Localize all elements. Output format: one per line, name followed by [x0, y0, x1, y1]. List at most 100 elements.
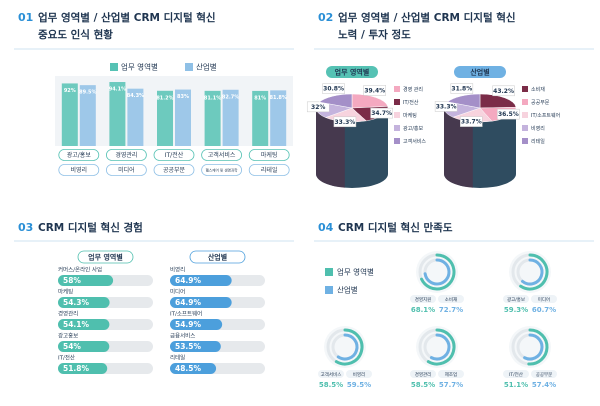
- bar-value-label: 81.2%: [156, 95, 173, 101]
- category-label: 마케팅: [261, 151, 278, 159]
- cylinder-shade: [443, 108, 473, 188]
- bar: [170, 275, 232, 286]
- ring-arc: [334, 328, 364, 366]
- bar-value-label: 54.3%: [63, 298, 90, 307]
- category-label: 경영지원: [415, 296, 432, 303]
- bar: [252, 90, 269, 146]
- category-pill: [438, 370, 464, 378]
- bar-value-label: 64.9%: [175, 298, 202, 307]
- category-label: 미디어: [118, 166, 135, 174]
- bar: [170, 297, 232, 308]
- ring-value-label: 59.5%: [347, 381, 371, 389]
- pie-value-label: 33.3%: [436, 103, 457, 110]
- legend-label: 경영 관리: [403, 86, 423, 93]
- category-pill: [410, 370, 436, 378]
- bar: [127, 88, 144, 146]
- bar: [170, 341, 221, 352]
- bar: [270, 90, 287, 146]
- row-label: 커머스/온라인 사업: [58, 266, 102, 274]
- section-number: 01: [18, 11, 33, 24]
- bar-value-label: 81%: [254, 95, 266, 101]
- row-label: 마케팅: [58, 288, 73, 296]
- row-label: IT/전산: [58, 354, 75, 362]
- legend-swatch: [394, 138, 400, 144]
- legend-swatch: [522, 86, 528, 92]
- pie-slice: [318, 93, 353, 109]
- category-pill: [503, 295, 529, 303]
- category-label: 제조업: [445, 371, 457, 378]
- category-label: 광고/홍보: [507, 296, 525, 303]
- row-label: 광고홍보: [58, 332, 78, 340]
- bar: [109, 82, 126, 146]
- legend-label: 산업별: [196, 62, 217, 72]
- bar: [79, 85, 96, 146]
- ring-value-label: 72.7%: [439, 306, 463, 314]
- ring-bg: [416, 251, 458, 293]
- ring-value-label: 51.1%: [504, 381, 528, 389]
- ring-value-label: 68.1%: [411, 306, 435, 314]
- bar-value-label: 81.1%: [204, 95, 221, 101]
- category-pill: [201, 164, 243, 176]
- category-label: 공공부문: [163, 167, 186, 174]
- category-pill: [346, 370, 372, 378]
- ring-value-label: 57.7%: [439, 381, 463, 389]
- column-title: 산업별: [208, 253, 227, 262]
- bar: [58, 341, 110, 352]
- section-title: 업무 영역별 / 산업별 CRM 디지털 혁신: [38, 11, 216, 24]
- section-number: 02: [318, 11, 333, 24]
- legend-label: 리테일: [531, 138, 545, 145]
- pie-value-label: 43.2%: [493, 88, 514, 95]
- ring-arc: [521, 258, 544, 286]
- ring-arc: [420, 253, 456, 291]
- bar-value-label: 83%: [177, 94, 189, 100]
- bar: [61, 83, 78, 146]
- row-label: 금융서비스: [170, 332, 195, 340]
- category-label: 경영관리: [115, 151, 137, 159]
- row-label: IT/소프트웨어: [170, 310, 202, 318]
- bar-value-label: 51.8%: [63, 364, 90, 373]
- bar: [157, 90, 173, 146]
- legend-swatch: [110, 63, 118, 71]
- section-subtitle: 중요도 인식 현황: [38, 28, 113, 41]
- category-label: 비영리: [71, 166, 88, 174]
- bar: [58, 363, 108, 374]
- bar: [170, 363, 217, 374]
- column-pill: [77, 250, 134, 264]
- legend-swatch: [185, 63, 193, 71]
- bar-value-label: 89.5%: [79, 90, 96, 96]
- bar: [175, 89, 191, 146]
- legend-label: 소비재: [531, 86, 545, 93]
- category-label: 고객서비스: [208, 151, 236, 159]
- section-number: 04: [318, 221, 334, 234]
- pie-value-label: 31.8%: [451, 86, 472, 93]
- value-box: [306, 101, 330, 113]
- category-label: 고객서비스: [321, 371, 342, 378]
- value-box: [450, 83, 474, 94]
- legend-label: 업무 영역별: [337, 267, 374, 277]
- category-label: 미디어: [538, 296, 550, 303]
- category-label: 경영관리: [415, 371, 432, 378]
- section-title: 업무 영역별 / 산업별 CRM 디지털 혁신: [338, 11, 516, 24]
- category-label: 비영리: [353, 371, 365, 378]
- value-box: [434, 101, 458, 112]
- bar: [58, 319, 110, 330]
- ring-bg: [509, 326, 551, 368]
- bar-value-label: 92%: [64, 88, 76, 94]
- category-pill: [58, 164, 100, 176]
- section-title: CRM 디지털 혁신 경험: [38, 221, 143, 234]
- value-box: [497, 108, 520, 120]
- section-number: 03: [18, 221, 33, 234]
- legend-swatch: [394, 86, 400, 92]
- pie-title: 업무 영역별: [335, 68, 370, 77]
- legend-swatch: [522, 138, 528, 144]
- bar-value-label: 48.5%: [175, 364, 202, 373]
- row-label: 리테일: [170, 354, 185, 362]
- bar-value-label: 64.9%: [175, 276, 202, 285]
- ring-arc: [519, 253, 549, 291]
- bar-value-label: 94.1%: [109, 87, 126, 93]
- section-title: CRM 디지털 혁신 만족도: [338, 221, 453, 234]
- pie-slice: [351, 93, 389, 109]
- category-pill: [106, 164, 147, 176]
